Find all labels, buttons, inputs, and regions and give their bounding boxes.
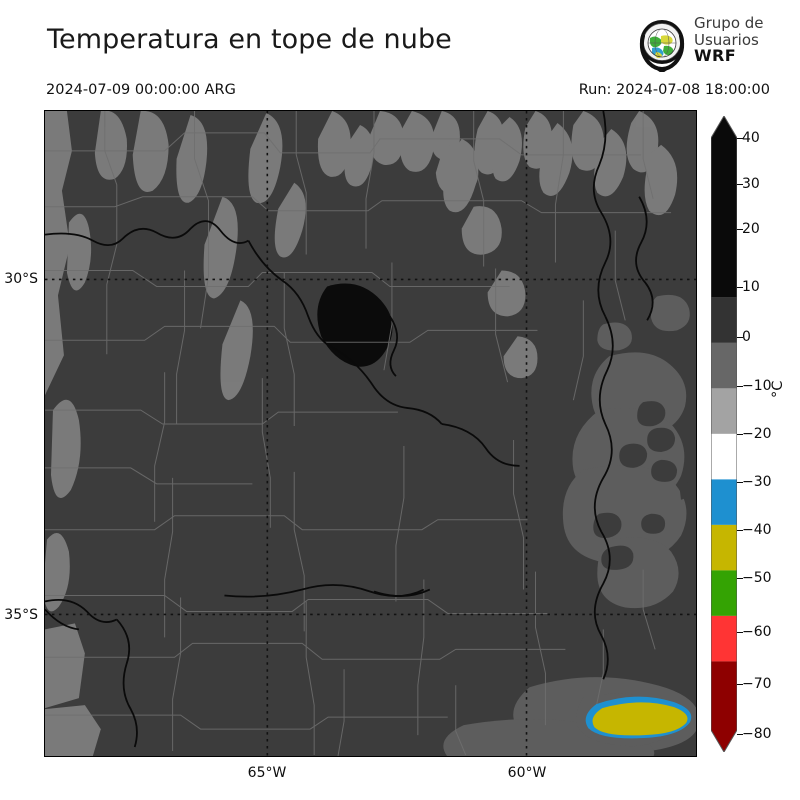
cbar-tickmark-m70 xyxy=(737,684,743,685)
cloud-top-temperature-raster xyxy=(45,111,696,756)
x-tick-65w: 65°W xyxy=(247,765,287,781)
cbar-tick-m70: −70 xyxy=(742,676,772,692)
cbar-tick-0: 0 xyxy=(742,329,751,345)
colorbar-unit-label: °C xyxy=(770,380,786,398)
cbar-tickmark-30 xyxy=(737,184,743,185)
globe-emblem-icon xyxy=(634,16,690,74)
y-tick-35s: 35°S xyxy=(4,607,38,623)
cbar-tickmark-m10 xyxy=(737,386,743,387)
cbar-tick-m20: −20 xyxy=(742,426,772,442)
logo-line-3: WRF xyxy=(694,46,737,65)
temperature-colorbar[interactable] xyxy=(711,116,737,752)
cbar-tickmark-20 xyxy=(737,229,743,230)
cloud-top-cell xyxy=(585,696,692,739)
map-plot-area[interactable] xyxy=(44,110,697,757)
cbar-tick-m40: −40 xyxy=(742,522,772,538)
cbar-tickmark-m30 xyxy=(737,482,743,483)
cbar-tickmark-m50 xyxy=(737,578,743,579)
logo-line-2: Usuarios xyxy=(694,30,759,49)
wrf-user-group-logo: Grupo de Usuarios WRF xyxy=(634,14,794,76)
warm-surface-patch xyxy=(317,283,393,367)
cbar-tick-20: 20 xyxy=(742,221,760,237)
page-title: Temperatura en tope de nube xyxy=(47,24,452,55)
logo-text: Grupo de Usuarios WRF xyxy=(694,15,764,65)
cbar-tickmark-10 xyxy=(737,287,743,288)
cbar-tickmark-40 xyxy=(737,138,743,139)
cbar-tick-m50: −50 xyxy=(742,570,772,586)
y-tick-30s: 30°S xyxy=(4,271,38,287)
x-tick-60w: 60°W xyxy=(507,765,547,781)
run-time-label: Run: 2024-07-08 18:00:00 xyxy=(578,82,770,98)
cbar-tick-10: 10 xyxy=(742,279,760,295)
cbar-tickmark-m20 xyxy=(737,434,743,435)
cbar-tick-m80: −80 xyxy=(742,726,772,742)
cbar-tick-40: 40 xyxy=(742,130,760,146)
logo-line-1: Grupo de xyxy=(694,14,764,32)
cbar-tickmark-m40 xyxy=(737,530,743,531)
valid-time-label: 2024-07-09 00:00:00 ARG xyxy=(46,82,236,98)
cbar-tickmark-m80 xyxy=(737,734,743,735)
cbar-tick-m10: −10 xyxy=(742,378,772,394)
cbar-tickmark-0 xyxy=(737,337,743,338)
cbar-tick-30: 30 xyxy=(742,176,760,192)
cbar-tick-m30: −30 xyxy=(742,474,772,490)
cbar-tickmark-m60 xyxy=(737,632,743,633)
cbar-tick-m60: −60 xyxy=(742,624,772,640)
